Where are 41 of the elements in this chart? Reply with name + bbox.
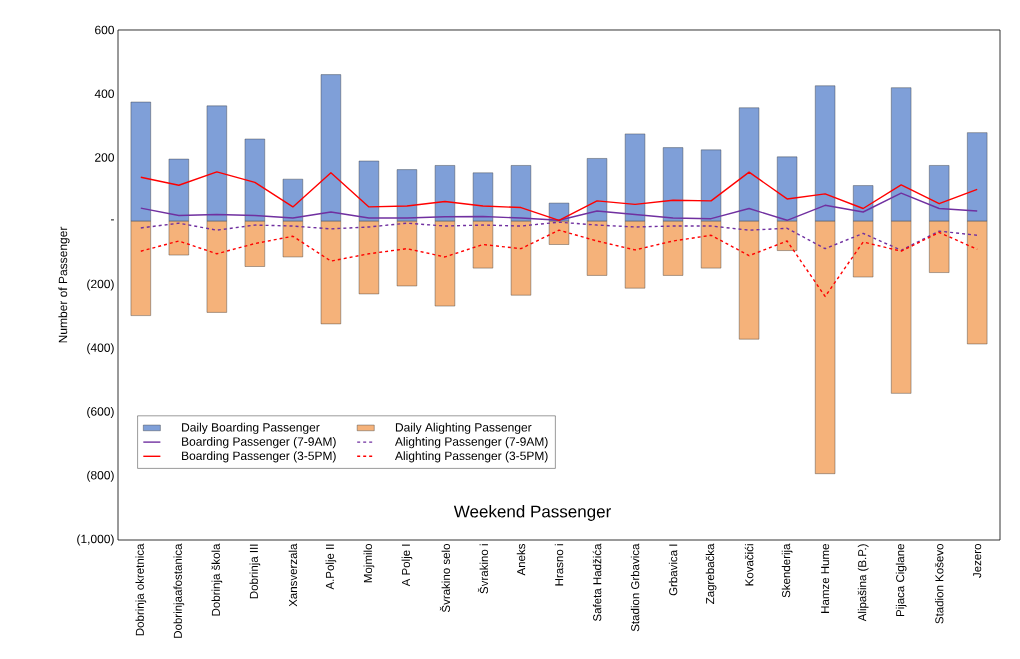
x-tick-label: A.Polje II: [325, 544, 337, 590]
y-tick-label: (800): [87, 470, 114, 482]
x-tick-label: Dobrinja škola: [211, 543, 223, 616]
x-tick-label: Hamze Hume: [821, 544, 830, 613]
x-tick-label: Alipašina (B.P.): [857, 544, 869, 622]
y-tick-label: 400: [94, 89, 114, 98]
legend-label: Alighting Passenger (3-5PM): [394, 451, 548, 463]
x-tick-label: A Polje I: [401, 544, 413, 587]
x-tick-label: Dobrinja III: [249, 544, 261, 599]
x-tick-label: Zagrebačka: [705, 543, 717, 604]
legend-label: Boarding Passenger (7-9AM): [182, 437, 336, 449]
y-tick-label: -: [111, 219, 114, 221]
x-tick-label: Skenderija: [781, 543, 793, 598]
x-tick-label: Aneks: [516, 543, 526, 576]
legend-label: Boarding Passenger (3-5PM): [182, 451, 336, 463]
y-axis-title: Number of Passenger: [58, 226, 70, 343]
y-tick-label: 200: [95, 153, 114, 162]
legend-label: Daily Boarding Passenger: [182, 422, 320, 434]
x-tick-label: Kovačići: [744, 544, 754, 586]
x-tick-label: Safeta Hadžića: [592, 543, 602, 622]
x-tick-label: Dobrinja okretnica: [135, 543, 147, 636]
text: Weekend Passenger: [453, 505, 611, 521]
legend-label: Daily Alighting Passenger: [395, 422, 532, 434]
x-tick-label: Grbavica I: [668, 544, 678, 596]
x-tick-label: Stadion Koševo: [934, 544, 944, 624]
x-tick-label: Švrakino selo: [439, 544, 451, 613]
y-tick-label: 600: [95, 25, 114, 35]
line-series: [140, 171, 978, 221]
x-tick-label: Dobrinjaafostanica: [173, 543, 185, 638]
x-tick-label: Hrasno i: [554, 544, 564, 586]
x-tick-label: Xansverzala: [288, 543, 298, 607]
y-tick-label: (600): [87, 406, 114, 419]
x-tick-label: Pijaca Ciglane: [895, 544, 907, 617]
y-tick-label: (200): [87, 279, 114, 291]
x-tick-label: Stadion Grbavica: [630, 543, 640, 632]
y-tick-label: (1,000): [77, 534, 114, 546]
y-tick-label: (400): [87, 343, 114, 355]
x-tick-label: Mojmilo: [363, 544, 375, 583]
x-tick-label: Švrakino i: [477, 544, 489, 594]
legend-label: Alighting Passenger (7-9AM): [394, 437, 548, 449]
x-tick-label: Jezero: [973, 544, 982, 578]
